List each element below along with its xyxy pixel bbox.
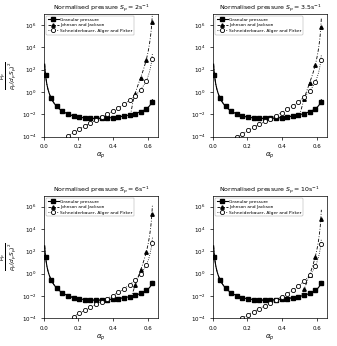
Y-axis label: $\frac{p_p}{\rho_p (d_p S_p)^2}$: $\frac{p_p}{\rho_p (d_p S_p)^2}$ (0, 61, 19, 90)
Legend: Granular pressure, Johnson and Jackson, Schneiderbauer, Alger and Pirker: Granular pressure, Johnson and Jackson, … (46, 198, 134, 216)
Title: Normalised pressure $S_p = 10\mathrm{s}^{-1}$: Normalised pressure $S_p = 10\mathrm{s}^… (219, 184, 320, 195)
Legend: Granular pressure, Johnson and Jackson, Schneiderbauer, Alger and Pirker: Granular pressure, Johnson and Jackson, … (215, 198, 303, 216)
Legend: Granular pressure, Johnson and Jackson, Schneiderbauer, Alger and Pirker: Granular pressure, Johnson and Jackson, … (215, 16, 303, 35)
Title: Normalised pressure $S_p = 2\mathrm{s}^{-1}$: Normalised pressure $S_p = 2\mathrm{s}^{… (53, 2, 149, 14)
X-axis label: $\alpha_p$: $\alpha_p$ (96, 151, 105, 161)
X-axis label: $\alpha_p$: $\alpha_p$ (96, 333, 105, 343)
X-axis label: $\alpha_p$: $\alpha_p$ (265, 151, 275, 161)
Legend: Granular pressure, Johnson and Jackson, Schneiderbauer, Alger and Pirker: Granular pressure, Johnson and Jackson, … (46, 16, 134, 35)
X-axis label: $\alpha_p$: $\alpha_p$ (265, 333, 275, 343)
Title: Normalised pressure $S_p = 6\mathrm{s}^{-1}$: Normalised pressure $S_p = 6\mathrm{s}^{… (53, 184, 149, 195)
Title: Normalised pressure $S_p = 3.5\mathrm{s}^{-1}$: Normalised pressure $S_p = 3.5\mathrm{s}… (218, 2, 321, 14)
Y-axis label: $\frac{p_p}{\rho_p (d_p S_p)^2}$: $\frac{p_p}{\rho_p (d_p S_p)^2}$ (0, 243, 19, 271)
